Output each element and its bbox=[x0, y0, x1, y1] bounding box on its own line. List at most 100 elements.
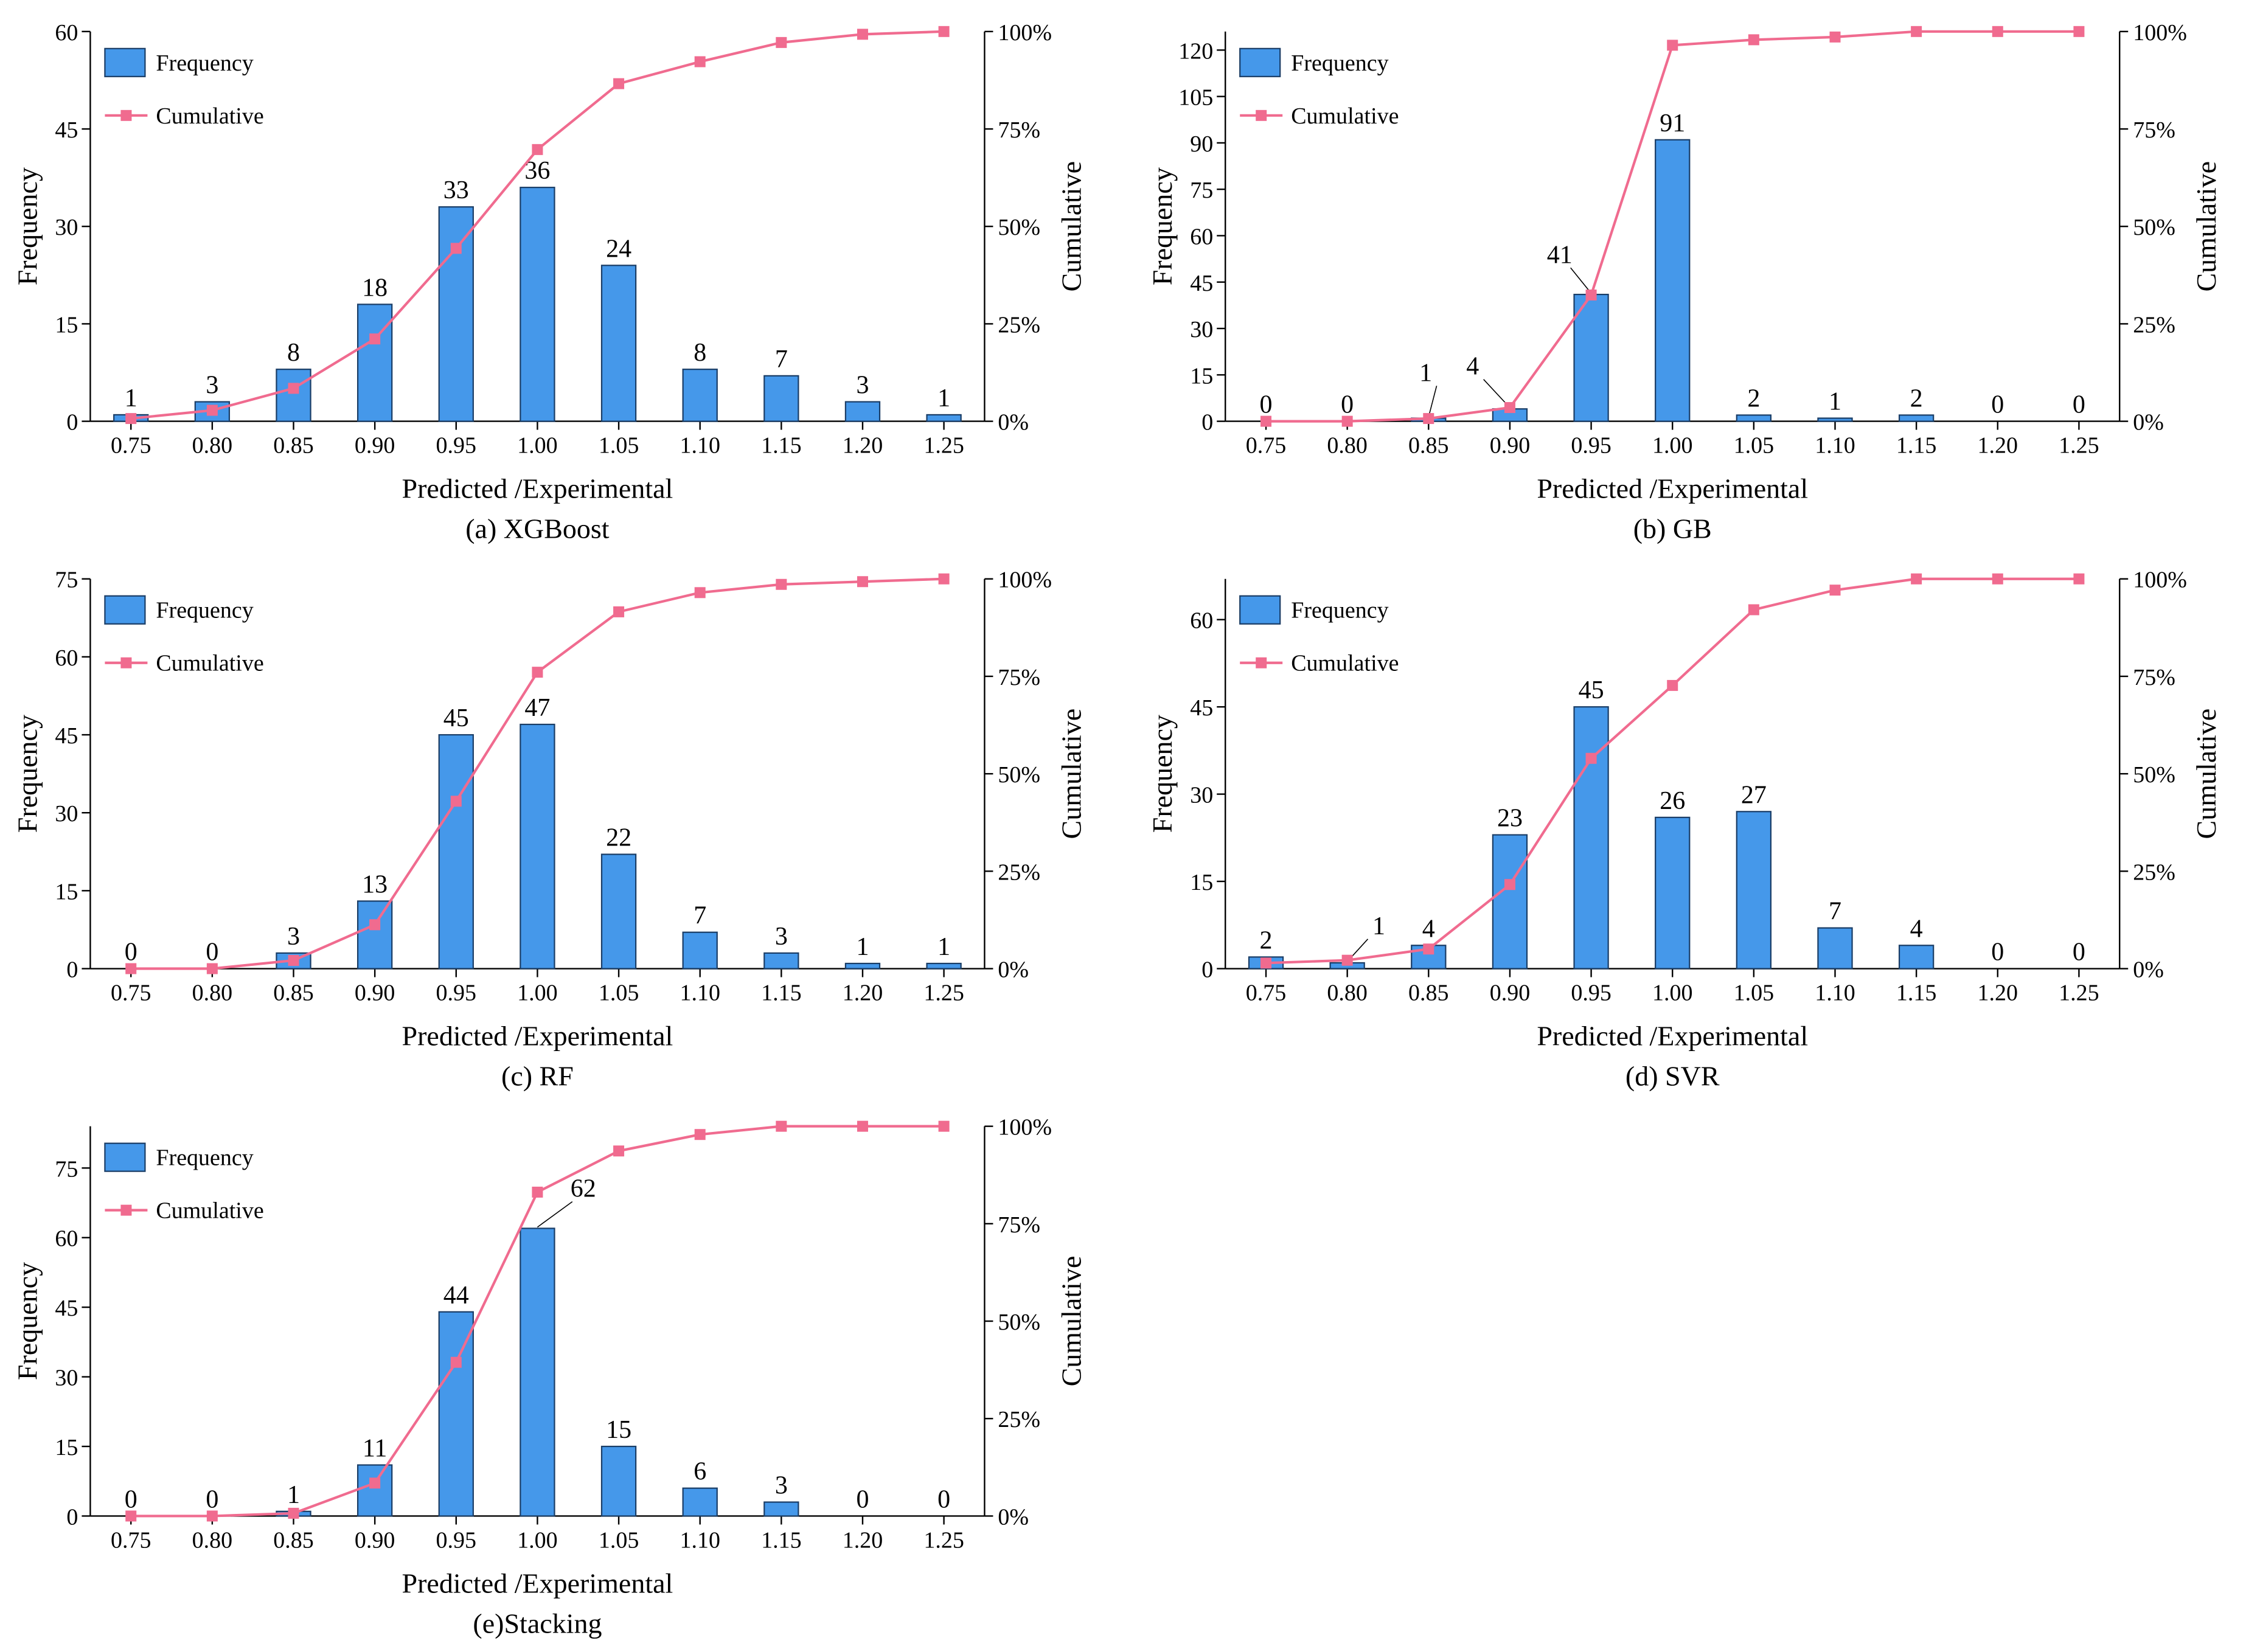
y-tick-label: 45 bbox=[1190, 271, 1213, 296]
x-tick-label: 1.00 bbox=[517, 980, 558, 1006]
legend-frequency-swatch bbox=[104, 595, 146, 625]
cumulative-marker bbox=[1585, 290, 1597, 301]
x-tick-label: 0.75 bbox=[111, 1527, 151, 1553]
data-label: 0 bbox=[856, 1485, 869, 1513]
cumulative-marker bbox=[776, 1120, 787, 1132]
bar bbox=[926, 962, 962, 970]
bar bbox=[438, 206, 474, 422]
x-tick-label: 1.20 bbox=[843, 980, 883, 1006]
x-tick-label: 1.00 bbox=[517, 433, 558, 459]
bar bbox=[520, 1227, 555, 1517]
y2-tick-label: 100% bbox=[2133, 567, 2187, 593]
x-tick-label: 0.80 bbox=[1327, 433, 1368, 459]
chart-panel-a: 0 15 30 45 60 0% 25% 50% 75% 100% 0.75 0.80 0.85 0.90… bbox=[12, 20, 1086, 544]
data-label: 3 bbox=[856, 372, 869, 400]
y-tick-label: 30 bbox=[1190, 783, 1213, 808]
y-axis-title: Frequency bbox=[12, 715, 43, 833]
cumulative-marker bbox=[532, 144, 543, 155]
data-label: 18 bbox=[362, 274, 388, 302]
x-tick-label: 1.25 bbox=[923, 1527, 964, 1553]
y-tick-label: 105 bbox=[1178, 85, 1213, 111]
x-tick-label: 0.95 bbox=[1571, 433, 1611, 459]
panel-caption: (c) RF bbox=[501, 1061, 574, 1092]
cumulative-marker bbox=[1585, 752, 1597, 764]
legend-frequency-label: Frequency bbox=[156, 1145, 253, 1171]
x-tick-label: 0.90 bbox=[1490, 980, 1531, 1006]
data-label: 0 bbox=[937, 1485, 950, 1513]
legend-frequency-swatch bbox=[104, 47, 146, 77]
x-tick-label: 1.15 bbox=[761, 1527, 802, 1553]
x-tick-label: 0.85 bbox=[1408, 980, 1449, 1006]
cumulative-marker bbox=[2073, 26, 2085, 37]
data-label: 3 bbox=[775, 1472, 788, 1500]
y2-tick-label: 25% bbox=[2133, 312, 2175, 338]
chart-panel-d: 0 15 30 45 60 0% 25% 50% 75% 100% 0.75 0.80 0.85 0.90… bbox=[1147, 567, 2222, 1092]
data-label: 23 bbox=[1497, 805, 1523, 833]
legend-cumulative-marker bbox=[1256, 657, 1267, 668]
cumulative-marker bbox=[450, 1356, 462, 1368]
legend-frequency-label: Frequency bbox=[156, 598, 253, 623]
cumulative-marker bbox=[369, 333, 381, 345]
x-tick-label: 1.20 bbox=[843, 433, 883, 459]
data-label: 26 bbox=[1660, 787, 1685, 815]
x-tick-label: 1.20 bbox=[1978, 433, 2018, 459]
y2-tick-label: 50% bbox=[2133, 215, 2175, 240]
data-label: 0 bbox=[125, 1485, 137, 1513]
x-tick-label: 1.10 bbox=[680, 433, 720, 459]
x-tick-label: 1.10 bbox=[680, 980, 720, 1006]
cumulative-marker bbox=[1748, 34, 1759, 46]
y2-axis-title: Cumulative bbox=[1055, 161, 1086, 292]
cumulative-marker bbox=[450, 243, 462, 254]
cumulative-marker bbox=[1667, 679, 1678, 691]
cumulative-marker bbox=[694, 1129, 706, 1140]
y2-tick-label: 50% bbox=[2133, 762, 2175, 788]
data-label: 0 bbox=[1991, 939, 2004, 967]
y-tick-label: 0 bbox=[1201, 957, 1213, 983]
bar bbox=[926, 414, 962, 422]
bar bbox=[844, 962, 881, 970]
legend-cumulative-label: Cumulative bbox=[156, 1198, 263, 1224]
y2-axis-title: Cumulative bbox=[1055, 709, 1086, 839]
cumulative-marker bbox=[776, 578, 787, 590]
data-label: 91 bbox=[1660, 109, 1685, 137]
x-axis-title: Predicted /Experimental bbox=[1537, 473, 1808, 504]
cumulative-marker bbox=[1911, 573, 1922, 585]
y-axis-title: Frequency bbox=[1147, 167, 1178, 285]
cumulative-marker bbox=[369, 919, 381, 931]
cumulative-marker bbox=[857, 29, 868, 40]
x-tick-label: 1.05 bbox=[1734, 433, 1775, 459]
x-tick-label: 0.85 bbox=[273, 980, 314, 1006]
y2-axis-title: Cumulative bbox=[2191, 709, 2222, 839]
y2-tick-label: 25% bbox=[998, 312, 1040, 338]
x-axis-title: Predicted /Experimental bbox=[402, 1567, 673, 1598]
x-tick-label: 0.90 bbox=[355, 433, 395, 459]
data-label: 62 bbox=[571, 1175, 596, 1203]
y2-tick-label: 50% bbox=[998, 762, 1040, 788]
y-axis-title: Frequency bbox=[12, 1262, 43, 1380]
x-axis-title: Predicted /Experimental bbox=[402, 1021, 673, 1052]
y-tick-label: 0 bbox=[66, 410, 78, 436]
x-tick-label: 1.05 bbox=[599, 980, 639, 1006]
cumulative-marker bbox=[288, 383, 299, 394]
cumulative-marker bbox=[613, 606, 625, 617]
x-tick-label: 1.15 bbox=[1896, 980, 1937, 1006]
data-label: 47 bbox=[524, 694, 550, 722]
cumulative-marker bbox=[125, 413, 137, 425]
x-tick-label: 1.10 bbox=[1815, 433, 1855, 459]
bar bbox=[763, 952, 799, 970]
data-label: 1 bbox=[856, 933, 869, 961]
data-label: 7 bbox=[1829, 898, 1841, 926]
cumulative-marker bbox=[125, 1510, 137, 1522]
legend-cumulative-marker bbox=[120, 109, 132, 121]
y2-tick-label: 100% bbox=[2133, 20, 2187, 46]
data-label: 4 bbox=[1910, 915, 1923, 943]
bar bbox=[1817, 417, 1853, 422]
x-tick-label: 0.75 bbox=[111, 433, 151, 459]
data-label: 15 bbox=[606, 1416, 631, 1444]
x-tick-label: 1.25 bbox=[2059, 433, 2099, 459]
y2-tick-label: 0% bbox=[998, 957, 1029, 983]
data-label: 41 bbox=[1547, 241, 1573, 269]
bar bbox=[356, 1464, 393, 1517]
y-axis-title: Frequency bbox=[1147, 715, 1178, 833]
data-label: 33 bbox=[443, 176, 469, 204]
